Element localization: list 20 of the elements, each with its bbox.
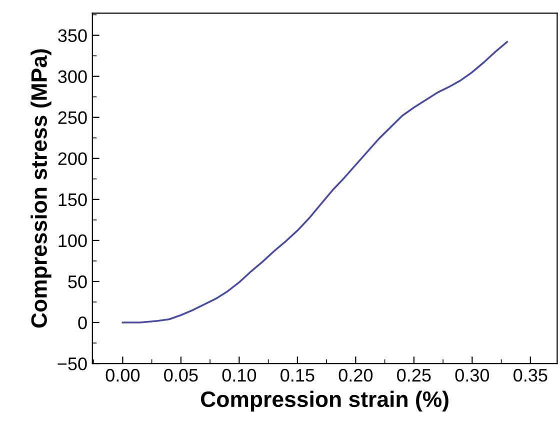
y-tick-label: 250 (58, 111, 87, 124)
y-tick-label: 100 (58, 234, 87, 248)
y-tick-label: 0 (78, 316, 87, 330)
x-tick-label: 0.35 (514, 368, 548, 382)
x-tick-label: 0.15 (280, 368, 314, 382)
y-tick-label: 350 (58, 29, 87, 42)
x-tick-label: 0.00 (106, 368, 140, 382)
x-tick-label: 0.20 (338, 368, 373, 382)
y-axis-title: Compression stress (MPa) (30, 49, 52, 328)
x-tick-label: 0.30 (455, 368, 490, 382)
x-axis-title: Compression strain (%) (201, 390, 448, 412)
x-tick-label: 0.10 (222, 368, 256, 382)
y-tick-label: 300 (58, 70, 87, 84)
y-tick-label: 150 (58, 193, 87, 206)
y-tick-label: 50 (68, 275, 87, 288)
y-tick-label: −50 (58, 357, 87, 370)
x-tick-label: 0.05 (164, 368, 198, 382)
x-tick-label: 0.25 (397, 368, 431, 382)
line-series (122, 40, 508, 324)
y-tick-label: 200 (58, 152, 87, 166)
